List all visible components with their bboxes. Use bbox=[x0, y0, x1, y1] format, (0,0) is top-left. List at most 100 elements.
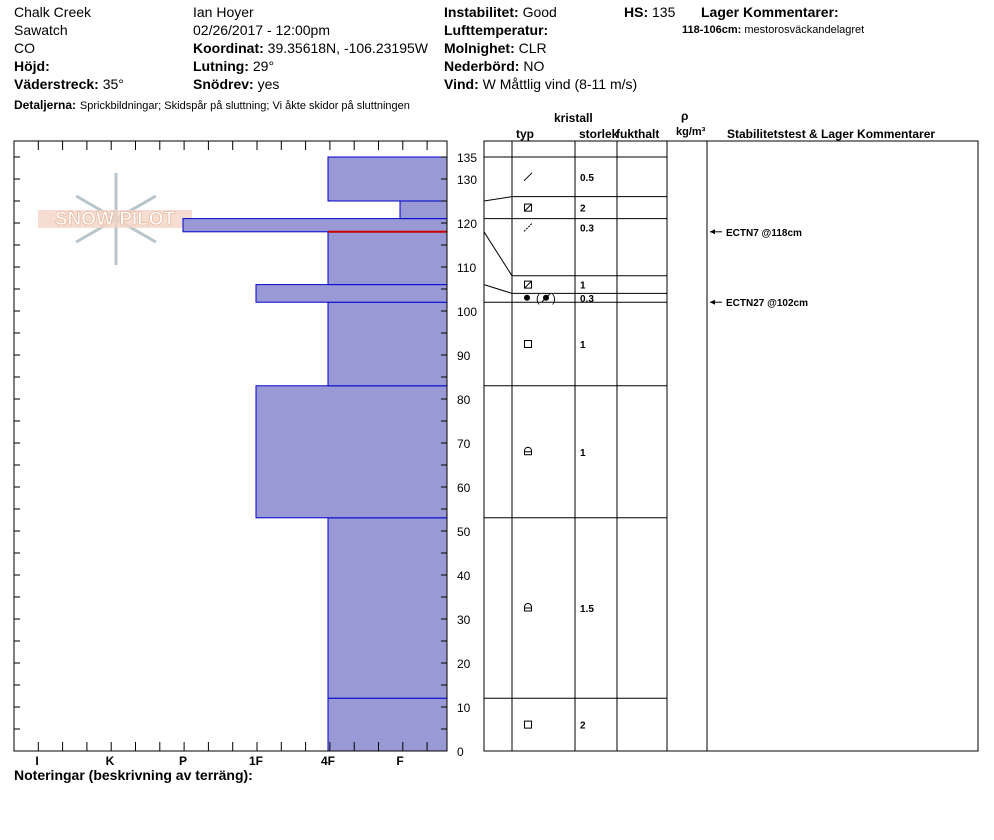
stability-value: Good bbox=[522, 4, 557, 20]
slope-label: Lutning: bbox=[193, 58, 249, 74]
wind-loading-label: Snödrev: bbox=[193, 76, 254, 92]
wind-row: Vind: W Måttlig vind (8-11 m/s) bbox=[444, 76, 637, 92]
state-name: CO bbox=[14, 40, 35, 56]
rho-header: ρ bbox=[681, 109, 689, 123]
precip-label: Nederbörd: bbox=[444, 58, 520, 74]
grain-symbol-square bbox=[524, 720, 532, 729]
hardness-label: P bbox=[179, 754, 187, 768]
range-name: Sawatch bbox=[14, 22, 68, 38]
coord-label: Koordinat: bbox=[193, 40, 264, 56]
aspect-label: Väderstreck: bbox=[14, 76, 99, 92]
hs-label: HS: bbox=[624, 4, 649, 20]
layer-comment-text: mestorosväckandelagret bbox=[744, 24, 865, 36]
grain-size-value: 1 bbox=[580, 448, 586, 459]
observation-datetime: 02/26/2017 - 12:00pm bbox=[193, 22, 330, 38]
test-arrow bbox=[710, 229, 715, 235]
svg-text:): ) bbox=[552, 293, 556, 305]
depth-label: 135 bbox=[457, 151, 477, 165]
sky-label: Molnighet: bbox=[444, 40, 515, 56]
stability-label: Instabilitet: bbox=[444, 4, 519, 20]
snowpilot-logo: SNOW PILOT bbox=[38, 173, 192, 265]
svg-text:(: ( bbox=[536, 293, 540, 305]
wind-value: W Måttlig vind (8-11 m/s) bbox=[482, 76, 638, 92]
grain-symbol-decomposed bbox=[523, 223, 533, 232]
stability-header: Stabilitetstest & Lager Kommentarer bbox=[727, 127, 936, 141]
density-unit-header: kg/m³ bbox=[676, 126, 706, 138]
depth-label: 80 bbox=[457, 393, 471, 407]
depth-connector-line bbox=[483, 284, 513, 294]
depth-label: 50 bbox=[457, 525, 471, 539]
hardness-bar bbox=[399, 200, 448, 220]
details-value: Sprickbildningar; Skidspår på sluttning;… bbox=[79, 100, 410, 112]
coordinates-row: Koordinat: 39.35618N, -106.23195W bbox=[193, 40, 428, 56]
stability-test-label: ECTN27 @102cm bbox=[726, 298, 808, 309]
hardness-bar bbox=[327, 231, 448, 286]
depth-label: 120 bbox=[457, 217, 477, 231]
slope-value: 29° bbox=[252, 58, 275, 74]
grain-size-value: 0.5 bbox=[580, 173, 594, 184]
crystal-header: kristall bbox=[554, 111, 593, 125]
hardness-bar bbox=[327, 156, 448, 202]
hardness-label: I bbox=[35, 754, 38, 768]
depth-label: 60 bbox=[457, 481, 471, 495]
location-name: Chalk Creek bbox=[14, 4, 92, 20]
hardness-bar bbox=[327, 301, 448, 387]
hardness-bar bbox=[182, 218, 448, 233]
depth-label: 40 bbox=[457, 569, 471, 583]
notes-label: Noteringar (beskrivning av terräng): bbox=[14, 767, 253, 783]
grain-size-value: 1.5 bbox=[580, 604, 594, 615]
grain-symbol-square bbox=[524, 340, 532, 348]
hardness-bar bbox=[327, 517, 448, 699]
hs-row: HS: 135 bbox=[624, 4, 675, 20]
type-header: typ bbox=[516, 127, 534, 141]
depth-connector-line bbox=[483, 196, 513, 202]
stability-test-label: ECTN7 @118cm bbox=[726, 228, 802, 239]
hardness-bar bbox=[255, 385, 448, 519]
depth-label: 0 bbox=[457, 745, 464, 759]
hardness-label: 1F bbox=[249, 754, 263, 768]
layer-comment-row: 118-106cm: mestorosväckandelagret bbox=[682, 24, 864, 37]
wind-loading-row: Snödrev: yes bbox=[193, 76, 279, 92]
details-label: Detaljerna: bbox=[14, 98, 77, 112]
wind-label: Vind: bbox=[444, 76, 479, 92]
hardness-label: F bbox=[396, 754, 403, 768]
slope-row: Lutning: 29° bbox=[193, 58, 274, 74]
hardness-label: K bbox=[106, 754, 115, 768]
grain-symbol-melt-freeze-mix: () bbox=[524, 293, 556, 305]
grain-size-value: 1 bbox=[580, 340, 586, 351]
grain-size-value: 2 bbox=[580, 204, 586, 215]
snowpilot-logo-text: SNOW PILOT bbox=[55, 209, 176, 230]
layer-comment-range: 118-106cm: bbox=[682, 24, 742, 36]
stability-row: Instabilitet: Good bbox=[444, 4, 557, 20]
grain-size-value: 2 bbox=[580, 721, 586, 732]
grain-symbol-square-x bbox=[524, 280, 532, 289]
hardness-bar bbox=[255, 284, 448, 303]
grain-symbol-depth-hoar-cup bbox=[524, 446, 532, 456]
grain-symbol-new-snow bbox=[523, 172, 533, 182]
precip-value: NO bbox=[523, 58, 545, 74]
depth-label: 90 bbox=[457, 349, 471, 363]
grain-size-value: 1 bbox=[580, 281, 586, 292]
elevation-label: Höjd: bbox=[14, 58, 50, 74]
depth-label: 30 bbox=[457, 613, 471, 627]
details-row: Detaljerna: Sprickbildningar; Skidspår p… bbox=[14, 96, 410, 114]
air-temp-label: Lufttemperatur: bbox=[444, 22, 549, 38]
sky-value: CLR bbox=[518, 40, 547, 56]
depth-label: 20 bbox=[457, 657, 471, 671]
test-arrow bbox=[710, 299, 715, 305]
crystal-table-frame bbox=[483, 140, 979, 752]
grain-size-value: 0.3 bbox=[580, 223, 594, 234]
hardness-label: 4F bbox=[321, 754, 335, 768]
profile-frame bbox=[13, 140, 448, 752]
depth-label: 10 bbox=[457, 701, 471, 715]
coord-value: 39.35618N, -106.23195W bbox=[267, 40, 428, 56]
depth-label: 100 bbox=[457, 305, 477, 319]
wind-loading-value: yes bbox=[257, 76, 280, 92]
grain-size-value: 0.3 bbox=[580, 294, 594, 305]
depth-label: 110 bbox=[457, 261, 476, 275]
size-header: storlek bbox=[579, 127, 617, 141]
hardness-bar bbox=[327, 697, 448, 752]
grain-symbol-square-x bbox=[524, 203, 532, 212]
aspect-row: Väderstreck: 35° bbox=[14, 76, 124, 92]
